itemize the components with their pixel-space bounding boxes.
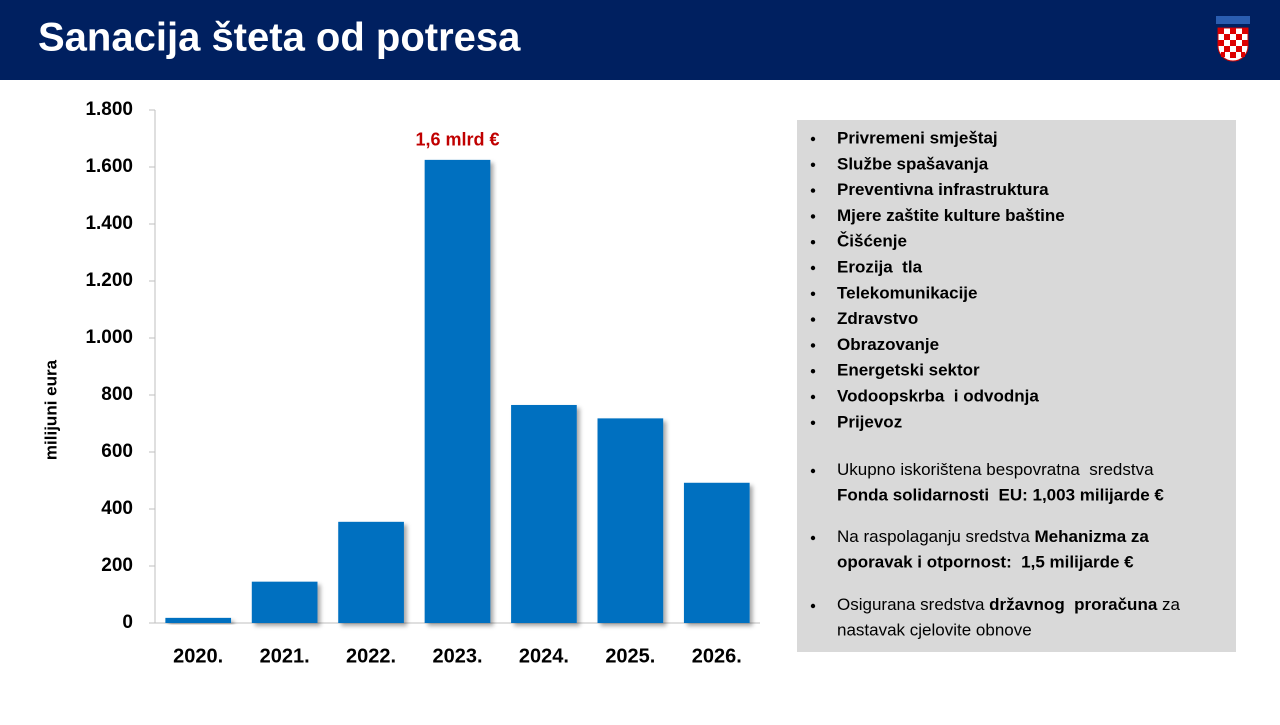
panel-item: Preventivna infrastruktura (837, 180, 1049, 199)
bar (424, 159, 491, 623)
panel-item: Mjere zaštite kulture baštine (837, 206, 1065, 225)
y-tick-label: 0 (122, 612, 133, 633)
x-tick-label: 2024. (519, 645, 569, 667)
panel-item: Telekomunikacije (837, 283, 977, 302)
note-text: za (1157, 595, 1180, 614)
note-line: Osigurana sredstva državnog proračuna za (837, 595, 1181, 614)
y-tick-label: 1.200 (85, 270, 133, 291)
y-tick-label: 200 (101, 555, 133, 576)
y-tick-label: 800 (101, 384, 133, 405)
x-tick-label: 2022. (346, 645, 396, 667)
y-tick-label: 1.400 (85, 213, 133, 234)
note-text: nastavak cjelovite obnove (837, 621, 1032, 640)
bullet (810, 214, 816, 219)
note-text: Fonda solidarnosti EU: 1,003 milijarde € (837, 486, 1164, 505)
bullet (810, 369, 816, 374)
x-tick-label: 2026. (692, 645, 742, 667)
panel-item: Prijevoz (837, 412, 902, 431)
bullet (810, 162, 816, 167)
y-axis-label: milijuni eura (41, 359, 60, 460)
note-line: Fonda solidarnosti EU: 1,003 milijarde € (837, 486, 1164, 505)
bullet (810, 535, 816, 541)
panel-item: Vodoopskrba i odvodnja (837, 386, 1039, 405)
note-line: nastavak cjelovite obnove (837, 621, 1032, 640)
note-text: oporavak i otpornost: 1,5 milijarde € (837, 553, 1134, 572)
panel-item: Zdravstvo (837, 309, 918, 328)
y-tick-label: 1.000 (85, 327, 133, 348)
bar (165, 617, 232, 623)
panel-item: Erozija tla (837, 257, 923, 276)
note-text: Osigurana sredstva (837, 595, 989, 614)
bullet (810, 603, 816, 609)
header-band (0, 0, 1280, 80)
note-line: Na raspolaganju sredstva Mehanizma za (837, 527, 1149, 546)
panel-item: Energetski sektor (837, 361, 980, 380)
info-panel (797, 120, 1236, 652)
coat-of-arms (1216, 16, 1250, 62)
bullet (810, 420, 816, 425)
y-tick-label: 600 (101, 441, 133, 462)
note-text: Na raspolaganju sredstva (837, 527, 1035, 546)
note-text: državnog proračuna (989, 595, 1158, 614)
bullet (810, 136, 816, 142)
slide-title: Sanacija šteta od potresa (38, 16, 521, 60)
x-tick-label: 2023. (432, 645, 482, 667)
note-line: oporavak i otpornost: 1,5 milijarde € (837, 553, 1134, 572)
bar (597, 418, 664, 623)
bullet (810, 240, 816, 245)
bar (683, 482, 750, 623)
y-tick-label: 400 (101, 498, 133, 519)
note-text: Mehanizma za (1035, 527, 1150, 546)
bullet (810, 317, 816, 322)
x-tick-label: 2021. (260, 645, 310, 667)
y-tick-label: 1.600 (85, 156, 133, 177)
y-tick-label: 1.800 (85, 99, 133, 120)
bullet (810, 468, 816, 474)
bar (251, 581, 318, 623)
note-line: Ukupno iskorištena bespovratna sredstva (837, 460, 1154, 479)
bullet (810, 343, 816, 348)
bar (338, 521, 404, 623)
note-text: Ukupno iskorištena bespovratna sredstva (837, 460, 1154, 479)
bullet (810, 188, 816, 193)
panel-item: Privremeni smještaj (837, 128, 998, 147)
annotation: 1,6 mlrd € (415, 130, 499, 150)
bullet (810, 291, 816, 296)
x-tick-label: 2020. (173, 645, 223, 667)
bar (511, 404, 577, 623)
x-tick-label: 2025. (605, 645, 655, 667)
panel-item: Službe spašavanja (837, 154, 989, 173)
panel-item: Obrazovanje (837, 335, 939, 354)
bullet (810, 265, 816, 271)
panel-item: Čišćenje (837, 232, 907, 251)
bullet (810, 394, 816, 400)
